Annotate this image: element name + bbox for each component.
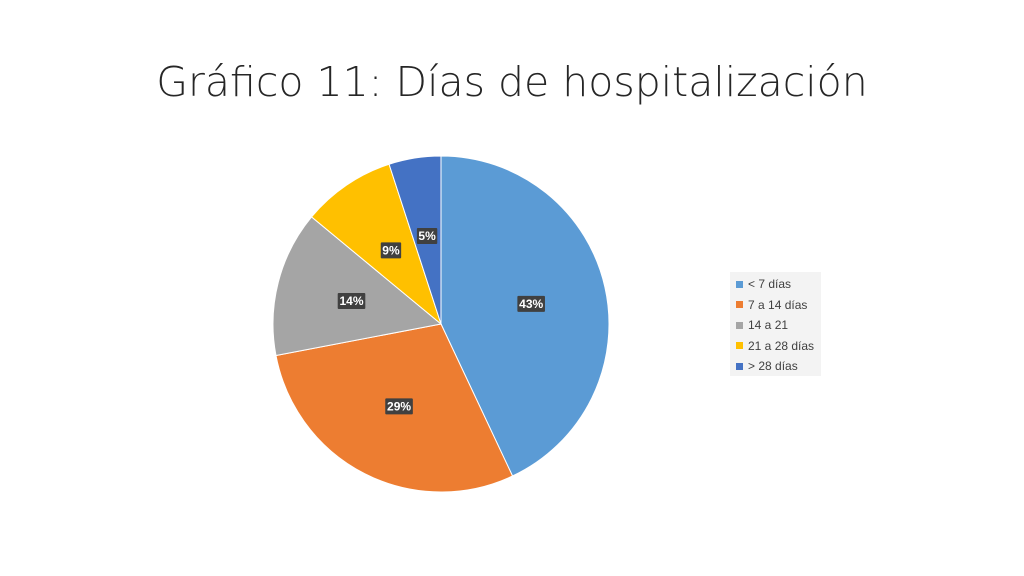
legend-swatch — [736, 321, 743, 329]
legend-swatch — [736, 362, 743, 370]
data-label-28-d-as: 5% — [416, 228, 438, 245]
legend-swatch — [736, 301, 743, 309]
legend-item-7-a-14-d-as: 7 a 14 días — [736, 295, 821, 316]
pie-slice-21-a-28-d-as — [310, 163, 443, 326]
svg-text:9%: 9% — [382, 243, 400, 257]
chart-legend: < 7 días 7 a 14 días 14 a 21 21 a 28 días > … — [730, 272, 821, 376]
svg-text:14%: 14% — [339, 294, 363, 308]
data-label-7-a-14-d-as: 29% — [385, 398, 413, 415]
legend-item-21-a-28-d-as: 21 a 28 días — [736, 336, 821, 357]
slide-title: Gráfico 11: Días de hospitalización — [156, 58, 868, 106]
legend-label: 14 a 21 — [748, 318, 789, 333]
legend-label: > 28 días — [748, 359, 798, 374]
svg-text:29%: 29% — [387, 399, 411, 413]
legend-item-7-d-as: < 7 días — [736, 274, 821, 295]
data-label-14-a-21: 14% — [337, 293, 366, 310]
pie-slice-28-d-as — [388, 155, 442, 325]
data-label-21-a-28-d-as: 9% — [380, 242, 402, 259]
legend-item-14-a-21: 14 a 21 — [736, 315, 821, 336]
legend-label: 7 a 14 días — [748, 297, 808, 312]
legend-item-28-d-as: > 28 días — [736, 356, 821, 377]
pie-slice-14-a-21 — [272, 216, 443, 357]
legend-swatch — [736, 280, 743, 288]
legend-label: < 7 días — [748, 277, 792, 292]
legend-label: 21 a 28 días — [748, 338, 815, 353]
pie-slice-7-d-as — [440, 155, 610, 477]
svg-text:5%: 5% — [418, 229, 436, 243]
data-label-7-d-as: 43% — [517, 295, 545, 312]
svg-text:43%: 43% — [519, 297, 543, 311]
legend-swatch — [736, 342, 743, 350]
